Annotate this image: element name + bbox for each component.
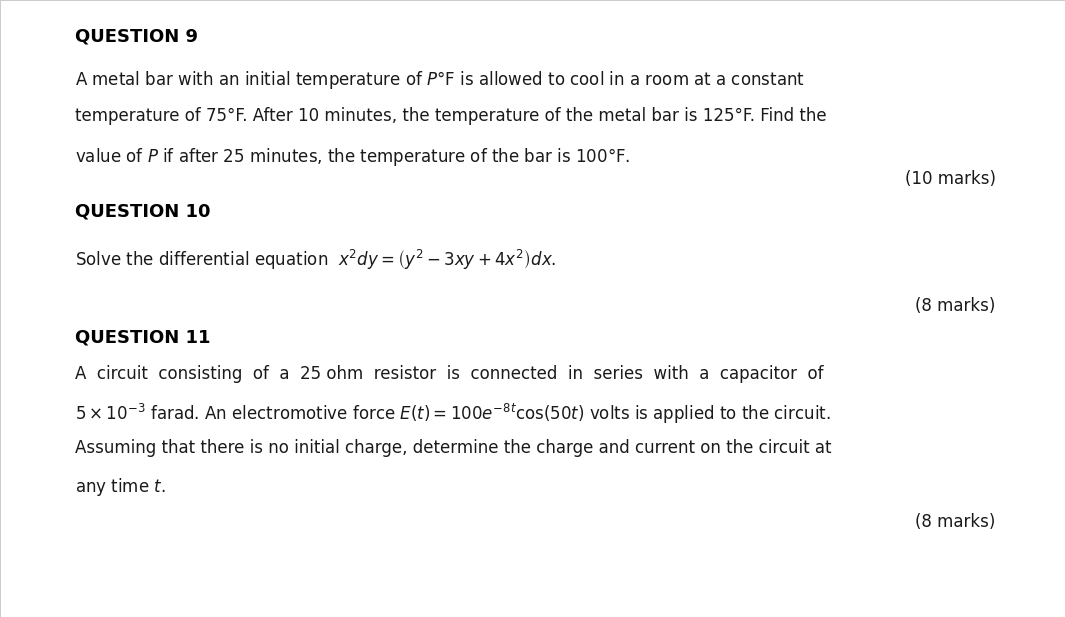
Text: $5 \times 10^{-3}$ farad. An electromotive force $E(t) = 100e^{-8t}\cos(50t)$ vo: $5 \times 10^{-3}$ farad. An electromoti… (75, 402, 831, 426)
Text: Solve the differential equation  $x^2dy = \left(y^2 - 3xy + 4x^2\right)dx$.: Solve the differential equation $x^2dy =… (75, 248, 556, 272)
Text: (10 marks): (10 marks) (905, 170, 996, 188)
Text: (8 marks): (8 marks) (916, 513, 996, 531)
Text: QUESTION 11: QUESTION 11 (75, 328, 210, 346)
Text: value of $P$ if after 25 minutes, the temperature of the bar is 100°F.: value of $P$ if after 25 minutes, the te… (75, 146, 630, 168)
Text: temperature of 75°F. After 10 minutes, the temperature of the metal bar is 125°F: temperature of 75°F. After 10 minutes, t… (75, 107, 826, 125)
Text: QUESTION 10: QUESTION 10 (75, 202, 210, 220)
Text: (8 marks): (8 marks) (916, 297, 996, 315)
Text: QUESTION 9: QUESTION 9 (75, 28, 197, 46)
Text: A metal bar with an initial temperature of $P$°F is allowed to cool in a room at: A metal bar with an initial temperature … (75, 69, 804, 91)
Text: A  circuit  consisting  of  a  25 ohm  resistor  is  connected  in  series  with: A circuit consisting of a 25 ohm resisto… (75, 365, 823, 383)
Text: Assuming that there is no initial charge, determine the charge and current on th: Assuming that there is no initial charge… (75, 439, 831, 457)
Text: any time $t$.: any time $t$. (75, 476, 165, 499)
